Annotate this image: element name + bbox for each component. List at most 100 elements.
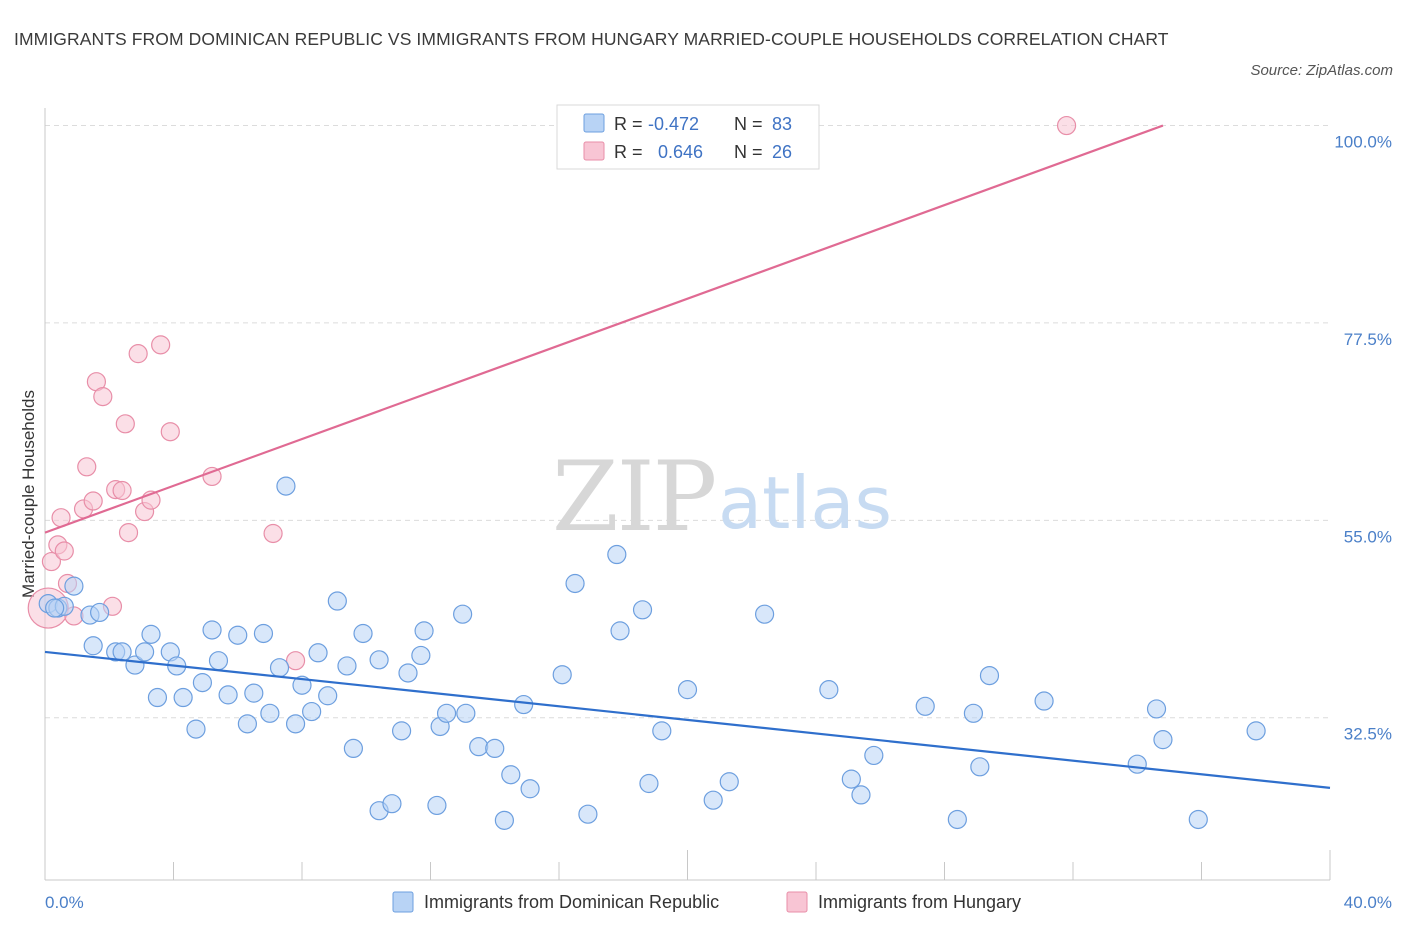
- bottom-legend-swatch-dominican: [392, 891, 414, 913]
- bottom-legend: Immigrants from Dominican Republic Immig…: [392, 891, 1021, 913]
- point-dominican-46: [436, 703, 457, 723]
- point-dominican-58: [607, 544, 627, 565]
- y-tick-labels: 32.5% 55.0% 77.5% 100.0%: [1334, 133, 1392, 744]
- point-dominican-49: [469, 737, 489, 757]
- point-dominican-41: [398, 663, 418, 683]
- point-dominican-63: [677, 680, 698, 700]
- point-dominican-31: [308, 643, 328, 663]
- point-dominican-33: [327, 591, 347, 611]
- legend-r-label-2: R =: [614, 142, 643, 162]
- point-hungary-4: [54, 541, 74, 561]
- point-dominican-50: [485, 738, 505, 759]
- point-dominican-55: [552, 665, 572, 685]
- point-dominican-51: [494, 810, 514, 830]
- point-hungary-23: [263, 523, 283, 544]
- point-dominican-75: [979, 665, 1000, 686]
- point-hungary-17: [128, 344, 148, 364]
- point-dominican-5: [83, 636, 103, 656]
- point-dominican-73: [963, 703, 984, 723]
- point-dominican-76: [1034, 691, 1054, 711]
- bottom-legend-swatch-hungary: [786, 891, 808, 913]
- point-dominican-59: [610, 621, 630, 641]
- series-dominican-points: [38, 476, 1266, 830]
- point-hungary-14: [112, 480, 132, 501]
- point-dominican-71: [915, 696, 935, 716]
- point-hungary-25: [1056, 115, 1077, 136]
- point-dominican-22: [237, 714, 257, 734]
- point-dominican-30: [302, 701, 322, 722]
- point-dominican-82: [45, 598, 65, 618]
- point-dominican-57: [578, 804, 598, 824]
- point-dominican-53: [514, 694, 534, 715]
- point-dominican-23: [244, 683, 264, 703]
- legend-r-label-1: R =: [614, 114, 643, 134]
- point-dominican-43: [414, 621, 434, 641]
- legend-n-value-1: 83: [772, 114, 792, 134]
- point-dominican-74: [970, 757, 990, 777]
- point-dominican-26: [269, 658, 290, 678]
- legend-swatch-pink: [583, 141, 605, 161]
- point-dominican-72: [947, 809, 967, 830]
- point-dominican-62: [652, 721, 672, 741]
- point-dominican-78: [1146, 699, 1167, 719]
- point-dominican-44: [427, 795, 447, 816]
- watermark-zip: ZIP: [552, 441, 715, 553]
- point-dominican-36: [353, 623, 373, 644]
- point-dominican-34: [337, 656, 357, 676]
- point-dominican-65: [719, 772, 739, 792]
- legend-swatch-blue: [583, 113, 605, 133]
- trendline-hungary: [44, 124, 1164, 534]
- point-dominican-35: [343, 738, 363, 759]
- point-dominican-6: [90, 602, 110, 623]
- point-dominican-19: [208, 651, 229, 671]
- point-dominican-10: [134, 642, 155, 662]
- point-dominican-29: [292, 675, 312, 695]
- point-dominican-66: [754, 604, 775, 624]
- point-hungary-21: [160, 422, 180, 442]
- legend-n-value-2: 26: [772, 142, 792, 162]
- point-dominican-12: [147, 687, 168, 708]
- point-hungary-1: [41, 551, 62, 572]
- bottom-legend-label-hungary: Immigrants from Hungary: [818, 892, 1021, 912]
- point-dominican-64: [703, 790, 723, 810]
- y-axis-title: Married-couple Households: [19, 390, 38, 598]
- chart-title: IMMIGRANTS FROM DOMINICAN REPUBLIC VS IM…: [14, 29, 1169, 49]
- point-hungary-9: [83, 491, 103, 511]
- point-dominican-52: [501, 765, 521, 785]
- point-hungary-16: [118, 522, 139, 543]
- point-hungary-8: [77, 457, 97, 477]
- trendline-dominican: [44, 650, 1331, 789]
- point-dominican-56: [565, 573, 585, 594]
- point-hungary-22: [202, 466, 222, 487]
- x-tick-label-0: 0.0%: [45, 893, 84, 912]
- y-tick-label-2: 77.5%: [1344, 330, 1392, 349]
- point-dominican-16: [186, 719, 206, 739]
- series-hungary-points: [27, 115, 1077, 671]
- point-dominican-15: [173, 687, 193, 708]
- legend-n-label-1: N =: [734, 114, 763, 134]
- point-dominican-17: [192, 673, 213, 693]
- watermark: ZIP atlas: [552, 441, 892, 553]
- bottom-legend-label-dominican: Immigrants from Dominican Republic: [424, 892, 719, 912]
- y-tick-label-1: 55.0%: [1344, 527, 1392, 546]
- point-dominican-11: [141, 624, 161, 644]
- legend-box: R = -0.472 N = 83 R = 0.646 N = 26: [556, 104, 820, 170]
- y-tick-label-3: 100.0%: [1334, 133, 1392, 152]
- point-dominican-68: [841, 769, 861, 789]
- point-dominican-60: [632, 600, 653, 620]
- point-dominican-47: [453, 604, 473, 624]
- watermark-atlas: atlas: [718, 461, 892, 545]
- point-dominican-20: [218, 685, 238, 705]
- point-dominican-38: [369, 650, 389, 670]
- point-dominican-39: [382, 794, 402, 814]
- point-dominican-27: [276, 476, 296, 496]
- legend-r-value-2: 0.646: [658, 142, 703, 162]
- chart-source: Source: ZipAtlas.com: [1250, 62, 1393, 79]
- y-tick-label-0: 32.5%: [1344, 725, 1392, 744]
- legend-n-label-2: N =: [734, 142, 763, 162]
- point-dominican-32: [318, 686, 338, 706]
- point-dominican-70: [864, 745, 884, 766]
- point-dominican-48: [456, 703, 476, 723]
- point-hungary-24: [285, 651, 306, 671]
